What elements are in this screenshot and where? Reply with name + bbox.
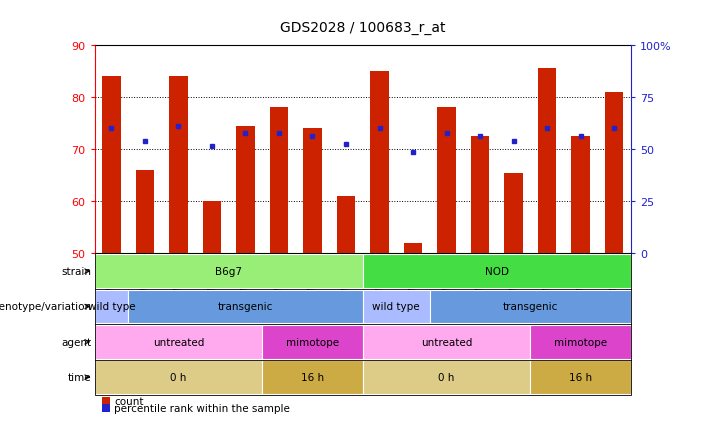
Text: NOD: NOD — [485, 266, 509, 276]
Text: untreated: untreated — [153, 337, 204, 347]
Text: strain: strain — [61, 266, 91, 276]
Bar — [304, 129, 322, 254]
Text: count: count — [114, 396, 144, 405]
Text: 16 h: 16 h — [301, 372, 324, 382]
Bar — [471, 137, 489, 254]
Bar — [336, 197, 355, 254]
Text: wild type: wild type — [88, 302, 135, 312]
Bar — [102, 77, 121, 254]
Bar — [605, 92, 623, 254]
Text: percentile rank within the sample: percentile rank within the sample — [114, 404, 290, 413]
Text: agent: agent — [61, 337, 91, 347]
Text: genotype/variation: genotype/variation — [0, 302, 91, 312]
Bar — [236, 126, 254, 254]
Text: B6g7: B6g7 — [215, 266, 243, 276]
Text: 0 h: 0 h — [438, 372, 455, 382]
Bar — [571, 137, 590, 254]
Text: time: time — [67, 372, 91, 382]
Bar — [538, 69, 557, 254]
Bar — [505, 173, 523, 254]
Bar — [270, 108, 288, 254]
Bar — [169, 77, 188, 254]
Text: 16 h: 16 h — [569, 372, 592, 382]
Text: GDS2028 / 100683_r_at: GDS2028 / 100683_r_at — [280, 21, 446, 35]
Text: mimotope: mimotope — [554, 337, 607, 347]
Bar — [136, 171, 154, 254]
Bar — [203, 202, 221, 254]
Bar — [404, 243, 422, 254]
Text: untreated: untreated — [421, 337, 472, 347]
Text: mimotope: mimotope — [286, 337, 339, 347]
Text: wild type: wild type — [372, 302, 420, 312]
Bar — [370, 72, 389, 254]
Bar — [437, 108, 456, 254]
Text: transgenic: transgenic — [503, 302, 558, 312]
Text: transgenic: transgenic — [218, 302, 273, 312]
Text: 0 h: 0 h — [170, 372, 186, 382]
